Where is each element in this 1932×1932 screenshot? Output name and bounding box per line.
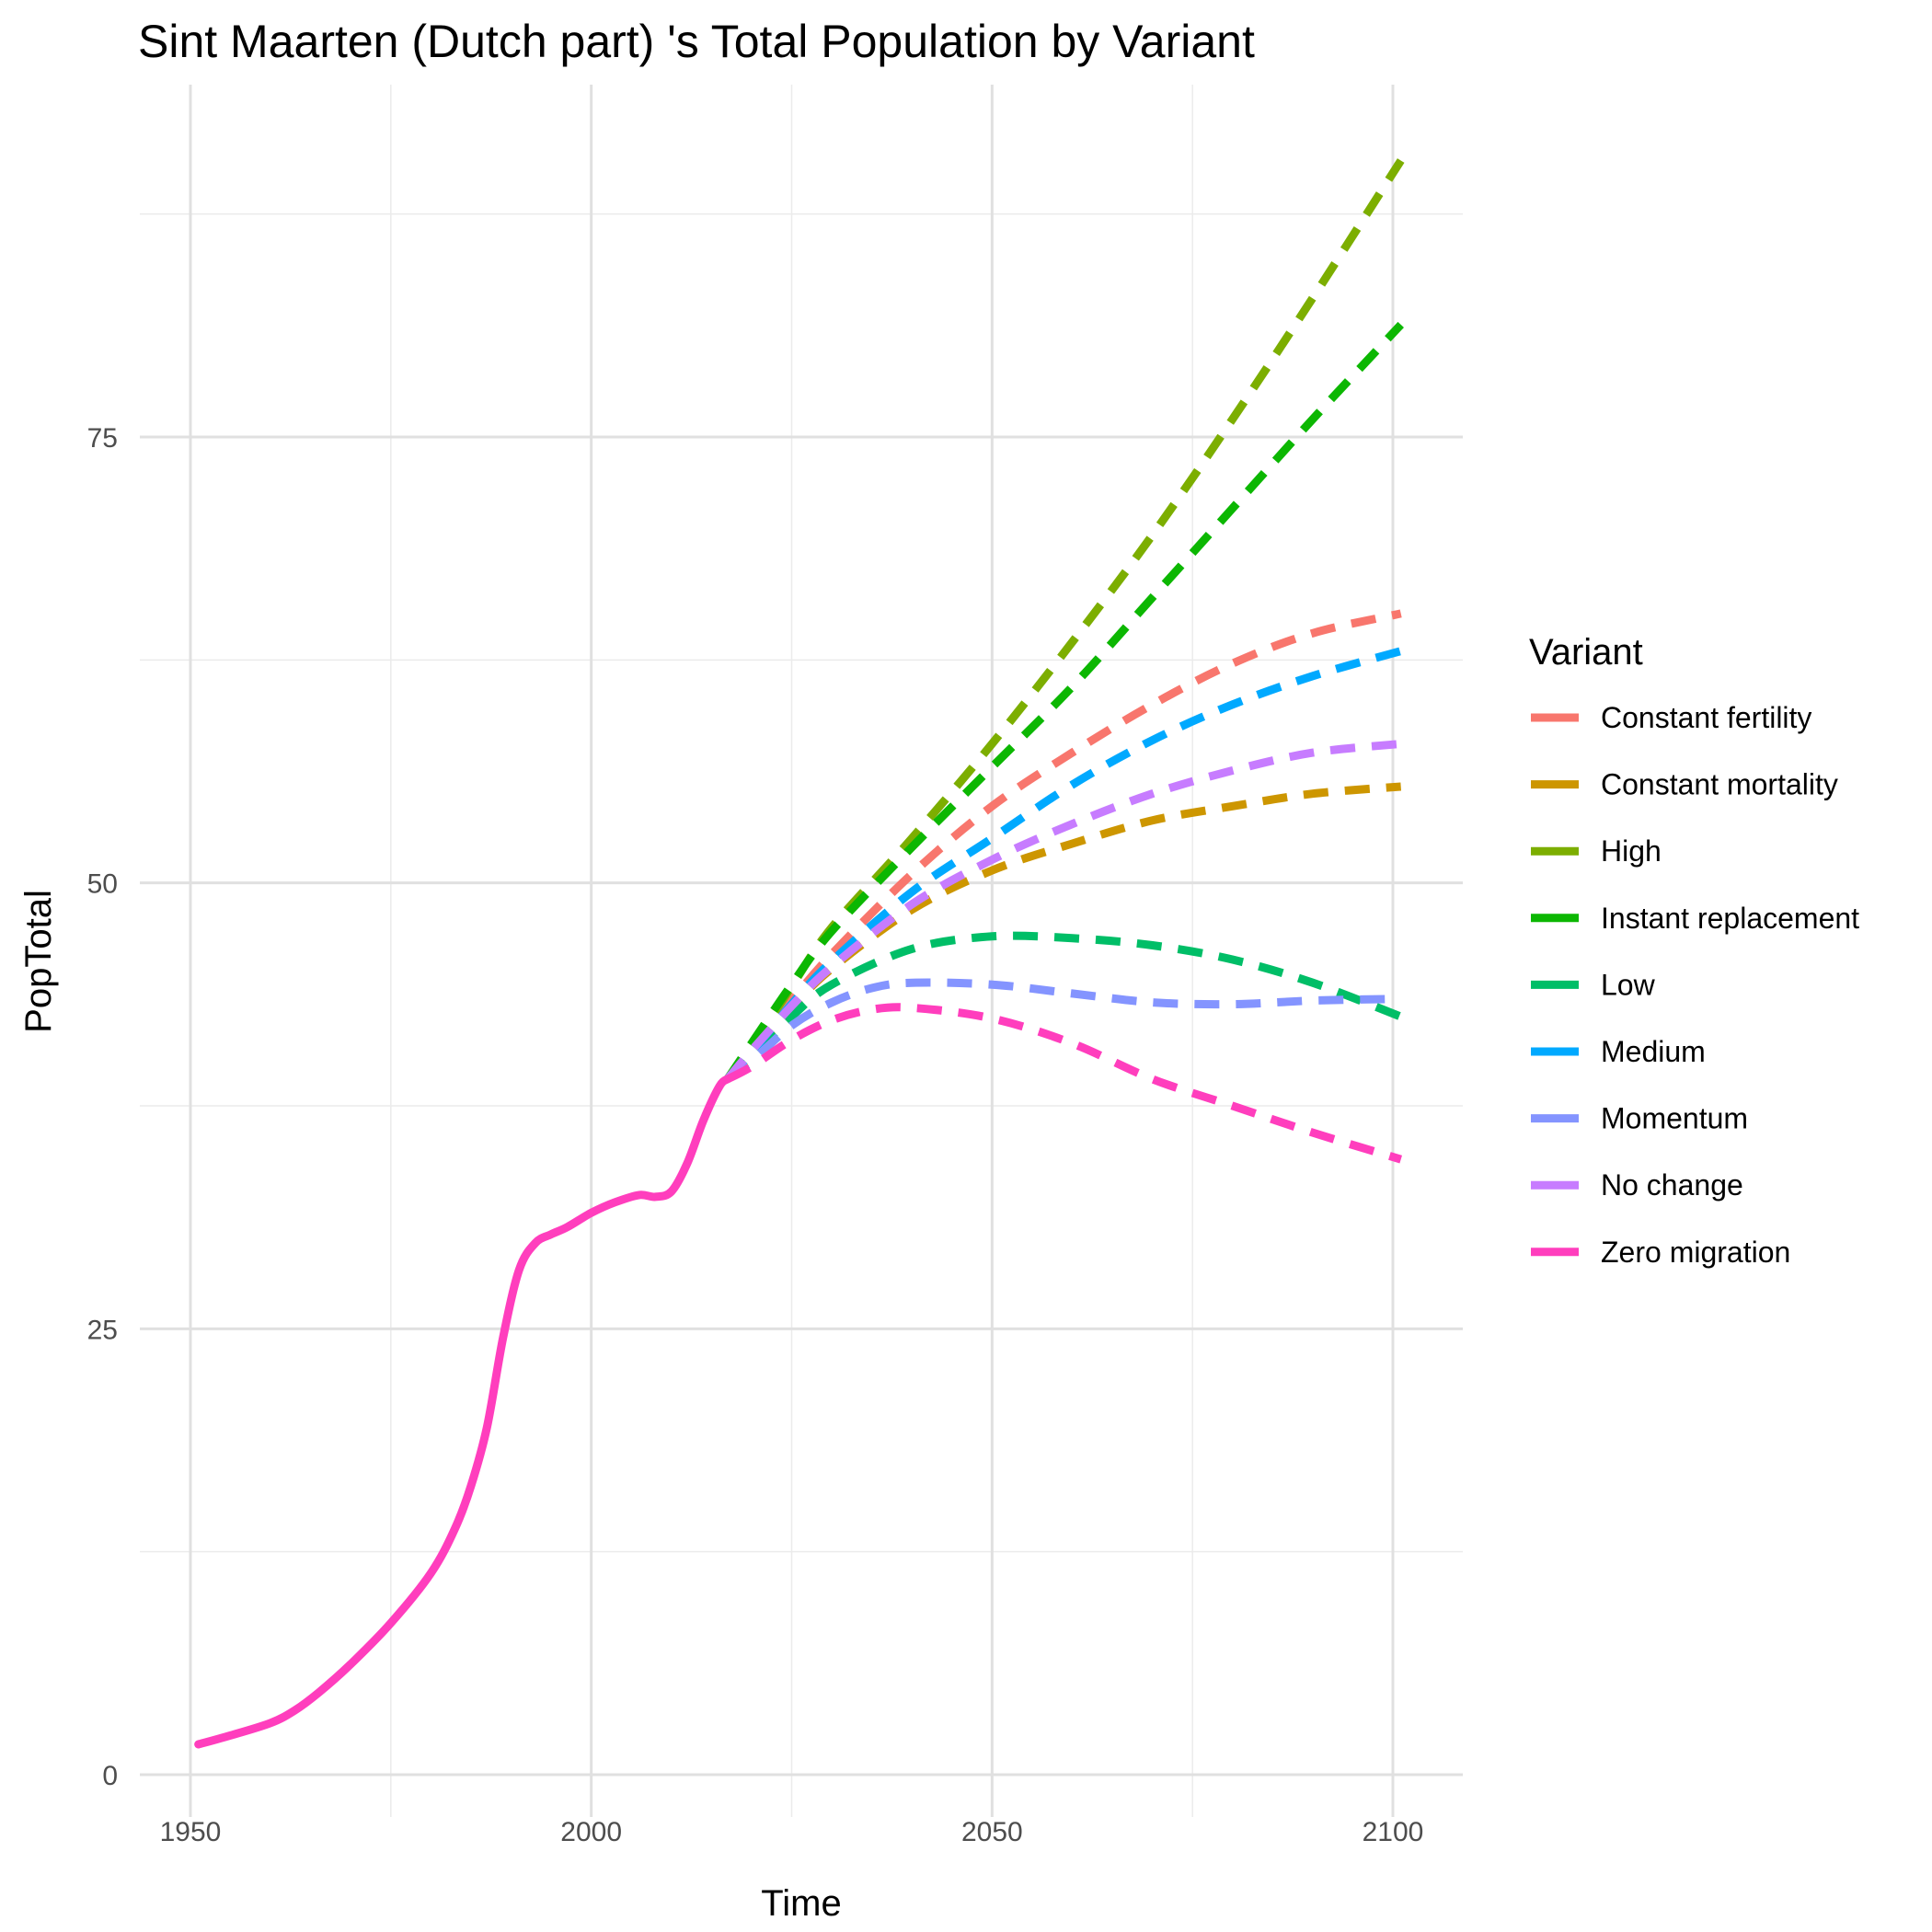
- legend-label: Constant mortality: [1601, 768, 1838, 801]
- legend-label: Medium: [1601, 1035, 1706, 1068]
- series-line-momentum: [725, 978, 1401, 1083]
- y-tick-label: 25: [87, 1315, 118, 1345]
- grid: [140, 85, 1463, 1817]
- x-tick-label: 2100: [1363, 1817, 1424, 1847]
- legend-label: High: [1601, 834, 1662, 868]
- series-lines: [194, 158, 1405, 1749]
- y-tick-label: 50: [87, 869, 118, 900]
- y-axis-title: PopTotal: [18, 890, 59, 1033]
- series-line-high: [724, 158, 1405, 1082]
- series-line-low: [724, 931, 1403, 1083]
- series-line-zero-migration: [725, 1003, 1403, 1164]
- series-line-history: [194, 1075, 732, 1749]
- series-line-medium: [724, 647, 1402, 1082]
- x-tick-label: 2000: [560, 1817, 622, 1847]
- x-tick-label: 2050: [961, 1817, 1023, 1847]
- legend-label: Momentum: [1601, 1102, 1748, 1135]
- x-tick-label: 1950: [160, 1817, 222, 1847]
- legend-label: Zero migration: [1601, 1236, 1790, 1269]
- axes: 1950 2000 2050 2100 0 25 50 75: [87, 423, 1424, 1847]
- legend-label: Instant replacement: [1601, 902, 1859, 935]
- x-axis-title: Time: [761, 1883, 841, 1924]
- y-tick-label: 0: [102, 1761, 118, 1791]
- legend-title: Variant: [1529, 632, 1643, 673]
- legend-label: Constant fertility: [1601, 701, 1811, 734]
- y-tick-label: 75: [87, 423, 118, 454]
- series-line-no-change: [724, 740, 1402, 1082]
- legend-label: No change: [1601, 1168, 1743, 1202]
- legend: Variant Constant fertility Constant morta…: [1529, 632, 1859, 1269]
- chart-title: Sint Maarten (Dutch part) 's Total Popul…: [138, 16, 1255, 67]
- legend-label: Low: [1601, 968, 1656, 1001]
